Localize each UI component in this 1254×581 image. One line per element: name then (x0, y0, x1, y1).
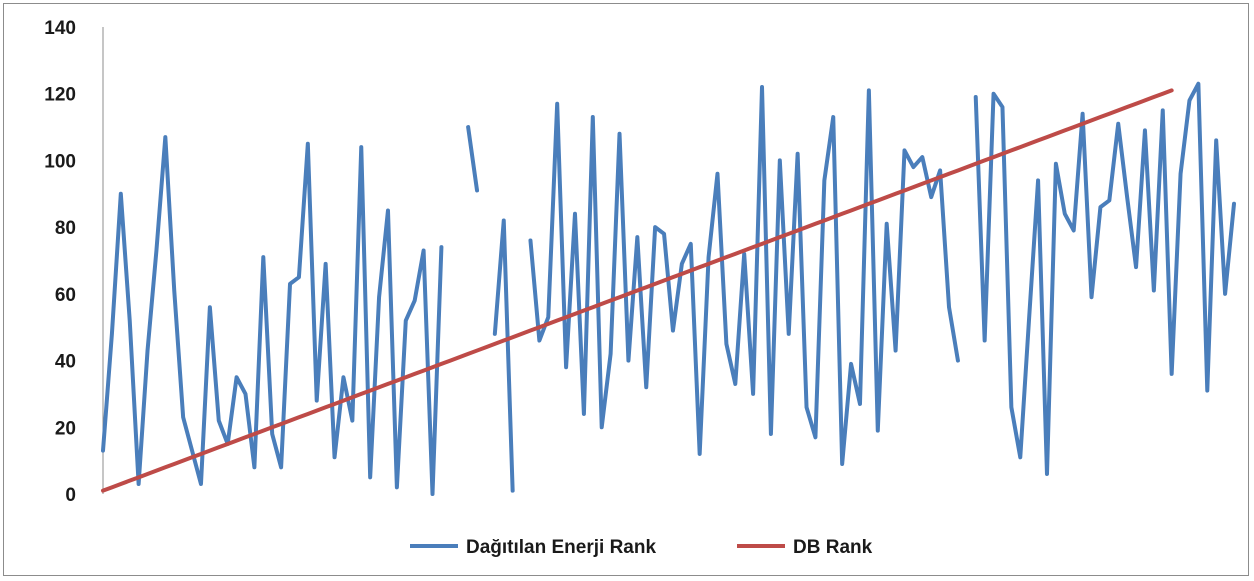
y-tick-label: 80 (55, 218, 76, 239)
y-tick-label: 20 (55, 418, 76, 439)
y-tick-label: 40 (55, 352, 76, 373)
legend-label: DB Rank (793, 537, 873, 558)
series-line (101, 81, 1236, 496)
y-tick-label: 60 (55, 285, 76, 306)
y-axis-ticks: 0 20 40 60 80 100 120 140 (44, 18, 76, 506)
series-line (101, 88, 1174, 493)
legend: Dağıtılan Enerji Rank DB Rank (410, 537, 873, 558)
y-tick-label: 0 (65, 485, 76, 506)
legend-item: Dağıtılan Enerji Rank (410, 537, 656, 558)
series-db-rank (101, 88, 1174, 493)
y-tick-label: 140 (44, 18, 76, 39)
series-dagitilan-enerji-rank (101, 81, 1236, 496)
y-tick-label: 120 (44, 85, 76, 106)
legend-label: Dağıtılan Enerji Rank (466, 537, 656, 558)
series-layer (101, 81, 1236, 496)
legend-item: DB Rank (737, 537, 873, 558)
y-tick-label: 100 (44, 151, 76, 172)
